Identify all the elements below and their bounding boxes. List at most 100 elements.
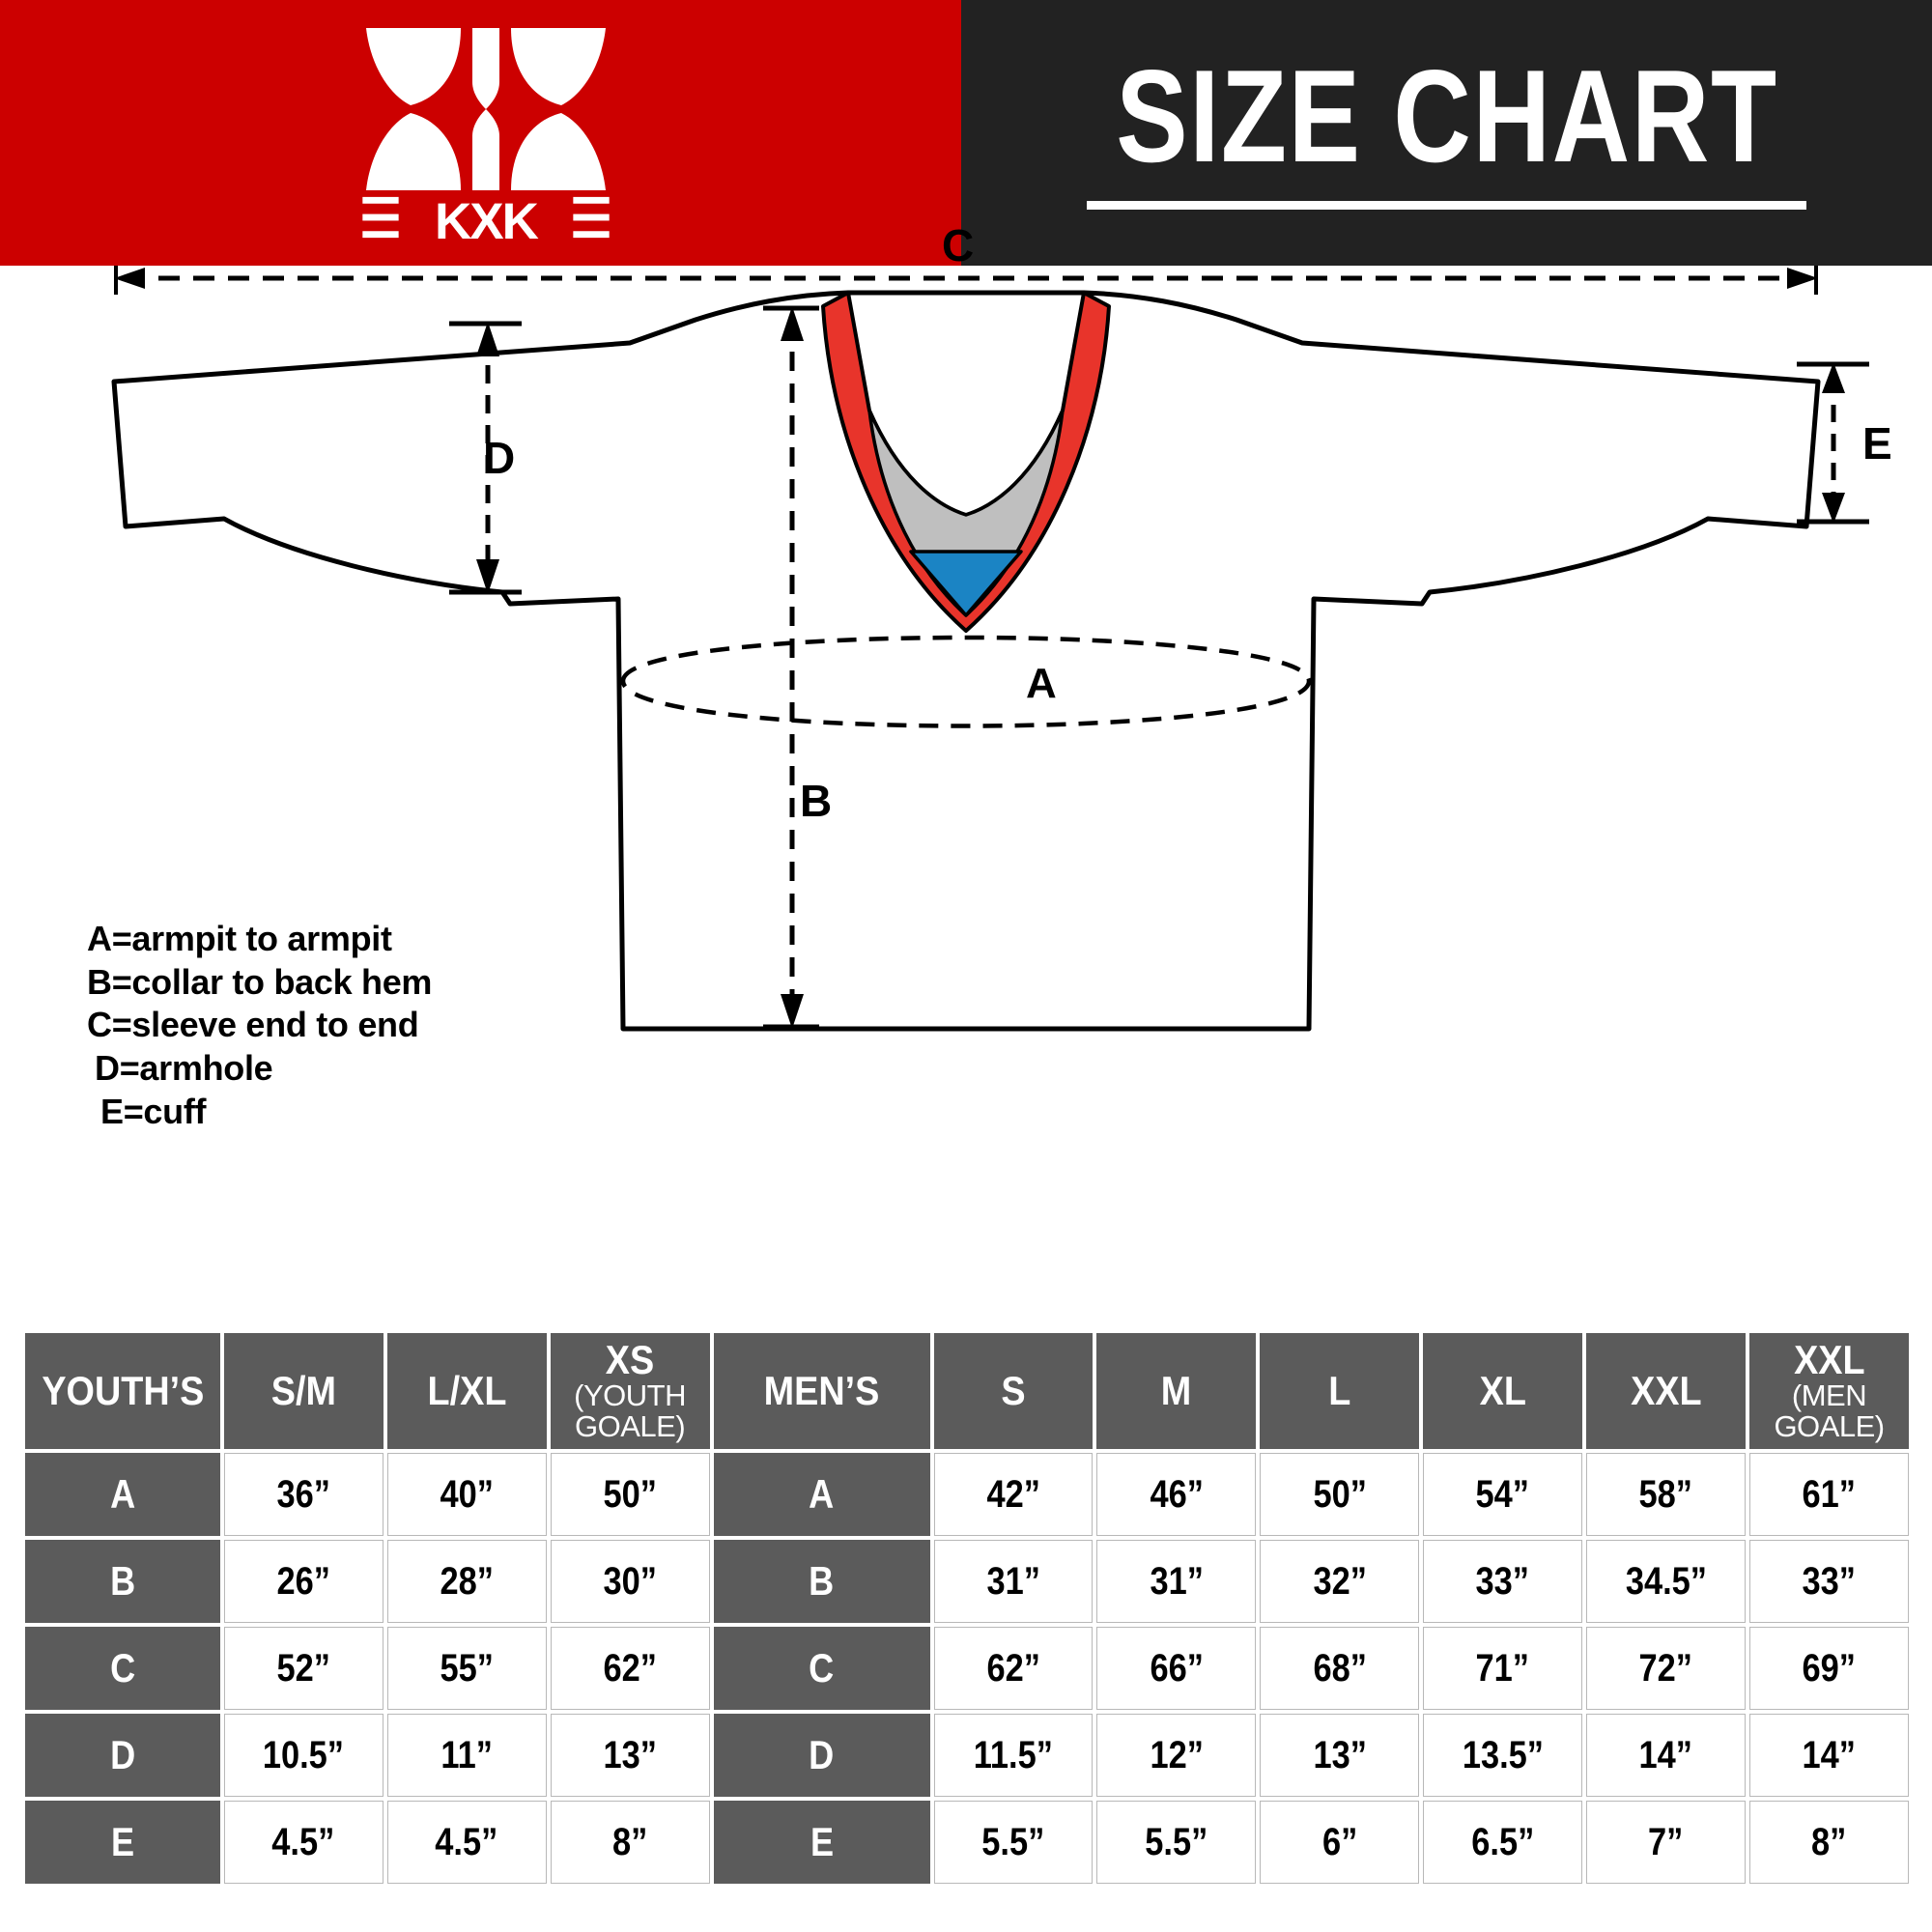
table-cell: 8” xyxy=(550,1801,710,1884)
measurement-value: 52” xyxy=(276,1646,331,1690)
measurement-value: 6” xyxy=(1321,1820,1357,1863)
measure-e-arrow xyxy=(1797,361,1869,525)
measure-b-arrow xyxy=(763,305,819,1030)
measure-d-arrow xyxy=(449,321,522,595)
measurement-value: 14” xyxy=(1802,1733,1857,1776)
table-column-header: M xyxy=(1096,1333,1257,1449)
measure-label-c-text: C xyxy=(942,220,975,270)
table-cell: 14” xyxy=(1749,1714,1909,1797)
measurement-value: 33” xyxy=(1475,1559,1530,1603)
table-cell: 8” xyxy=(1749,1801,1909,1884)
measurement-value: 69” xyxy=(1802,1646,1857,1690)
table-cell: 4.5” xyxy=(223,1801,384,1884)
table-cell: 7” xyxy=(1586,1801,1747,1884)
table-row-header: C xyxy=(713,1627,930,1710)
row-key-label: A xyxy=(809,1471,835,1517)
measurement-value: 14” xyxy=(1638,1733,1693,1776)
row-key-label: D xyxy=(109,1732,135,1777)
table-cell: 68” xyxy=(1260,1627,1420,1710)
table-row-header: A xyxy=(25,1453,220,1536)
measurement-value: 71” xyxy=(1475,1646,1530,1690)
table-column-header: L xyxy=(1260,1333,1420,1449)
brand-panel: KXK xyxy=(0,0,961,266)
measurement-value: 13.5” xyxy=(1462,1733,1544,1776)
legend-line-d: D=armhole xyxy=(95,1047,273,1088)
table-cell: 50” xyxy=(1260,1453,1420,1536)
legend-line-b: B=collar to back hem xyxy=(87,961,433,1002)
table-row: D 10.5” 11” 13” D 11.5” 12” 13” 13.5” 14” 14” xyxy=(25,1714,1909,1797)
row-key-label: C xyxy=(109,1645,135,1690)
table-cell: 61” xyxy=(1749,1453,1909,1536)
measure-label-b: B xyxy=(800,776,832,826)
measurement-value: 33” xyxy=(1802,1559,1857,1603)
table-row-header: D xyxy=(713,1714,930,1797)
table-cell: 13” xyxy=(550,1714,710,1797)
row-key-label: E xyxy=(110,1819,134,1864)
measurement-value: 5.5” xyxy=(1145,1820,1208,1863)
table-cell: 36” xyxy=(223,1453,384,1536)
size-table-wrapper: YOUTH’S S/M L/XL XS (YOUTH GOALE) MEN’S S M L XL XX… xyxy=(21,1329,1913,1888)
measurement-value: 50” xyxy=(603,1472,657,1516)
kxk-wordmark-icon: KXK xyxy=(361,193,610,244)
column-header-label: MEN’S xyxy=(763,1368,880,1413)
table-cell: 4.5” xyxy=(386,1801,547,1884)
measurement-value: 36” xyxy=(276,1472,331,1516)
table-column-header: XXL (MEN GOALE) xyxy=(1749,1333,1909,1449)
page-title: SIZE CHART xyxy=(1115,43,1778,189)
table-cell: 14” xyxy=(1586,1714,1747,1797)
table-cell: 11.5” xyxy=(933,1714,1094,1797)
column-header-label: L/XL xyxy=(427,1368,507,1413)
measurement-value: 10.5” xyxy=(263,1733,345,1776)
measurement-value: 12” xyxy=(1150,1733,1204,1776)
table-cell: 5.5” xyxy=(933,1801,1094,1884)
table-row-header: A xyxy=(713,1453,930,1536)
measurement-value: 34.5” xyxy=(1625,1559,1707,1603)
measure-label-a: A xyxy=(1026,660,1057,707)
measurement-value: 26” xyxy=(276,1559,331,1603)
measurement-value: 42” xyxy=(986,1472,1040,1516)
table-cell: 71” xyxy=(1423,1627,1583,1710)
column-header-label: YOUTH’S xyxy=(41,1368,204,1413)
measurement-value: 7” xyxy=(1648,1820,1684,1863)
table-cell: 69” xyxy=(1749,1627,1909,1710)
table-cell: 33” xyxy=(1423,1540,1583,1623)
measurement-value: 11” xyxy=(440,1733,493,1776)
column-header-label: XXL xyxy=(1793,1337,1865,1383)
measurement-value: 13” xyxy=(1313,1733,1367,1776)
size-table-head: YOUTH’S S/M L/XL XS (YOUTH GOALE) MEN’S S M L XL XX… xyxy=(25,1333,1909,1449)
measurement-value: 30” xyxy=(603,1559,657,1603)
measurement-value: 54” xyxy=(1475,1472,1530,1516)
table-row-header: E xyxy=(713,1801,930,1884)
table-cell: 72” xyxy=(1586,1627,1747,1710)
measurement-value: 62” xyxy=(986,1646,1040,1690)
measure-label-d: D xyxy=(483,433,515,483)
table-cell: 6” xyxy=(1260,1801,1420,1884)
jersey-diagram: A B D xyxy=(0,220,1932,1304)
measurement-value: 31” xyxy=(986,1559,1040,1603)
row-key-label: B xyxy=(109,1558,135,1604)
table-row: C 52” 55” 62” C 62” 66” 68” 71” 72” 69” xyxy=(25,1627,1909,1710)
column-header-label: L xyxy=(1328,1368,1351,1413)
title-panel: SIZE CHART xyxy=(961,0,1932,266)
table-cell: 10.5” xyxy=(223,1714,384,1797)
table-row: B 26” 28” 30” B 31” 31” 32” 33” 34.5” 33” xyxy=(25,1540,1909,1623)
legend-line-a: A=armpit to armpit xyxy=(87,919,392,958)
row-key-label: E xyxy=(810,1819,834,1864)
page-header: KXK SIZE CHART xyxy=(0,0,1932,266)
measurement-value: 5.5” xyxy=(981,1820,1045,1863)
table-cell: 33” xyxy=(1749,1540,1909,1623)
table-column-header: MEN’S xyxy=(713,1333,930,1449)
jersey-outline xyxy=(111,290,1821,1032)
measurement-value: 8” xyxy=(611,1820,648,1863)
table-cell: 32” xyxy=(1260,1540,1420,1623)
table-cell: 62” xyxy=(550,1627,710,1710)
table-cell: 52” xyxy=(223,1627,384,1710)
row-key-label: C xyxy=(809,1645,835,1690)
measure-c-arrow xyxy=(114,266,1818,295)
measurement-value: 4.5” xyxy=(271,1820,335,1863)
column-header-label: S xyxy=(1001,1368,1026,1413)
measurement-value: 31” xyxy=(1150,1559,1204,1603)
table-header-row: YOUTH’S S/M L/XL XS (YOUTH GOALE) MEN’S S M L XL XX… xyxy=(25,1333,1909,1449)
table-cell: 40” xyxy=(386,1453,547,1536)
table-row-header: D xyxy=(25,1714,220,1797)
